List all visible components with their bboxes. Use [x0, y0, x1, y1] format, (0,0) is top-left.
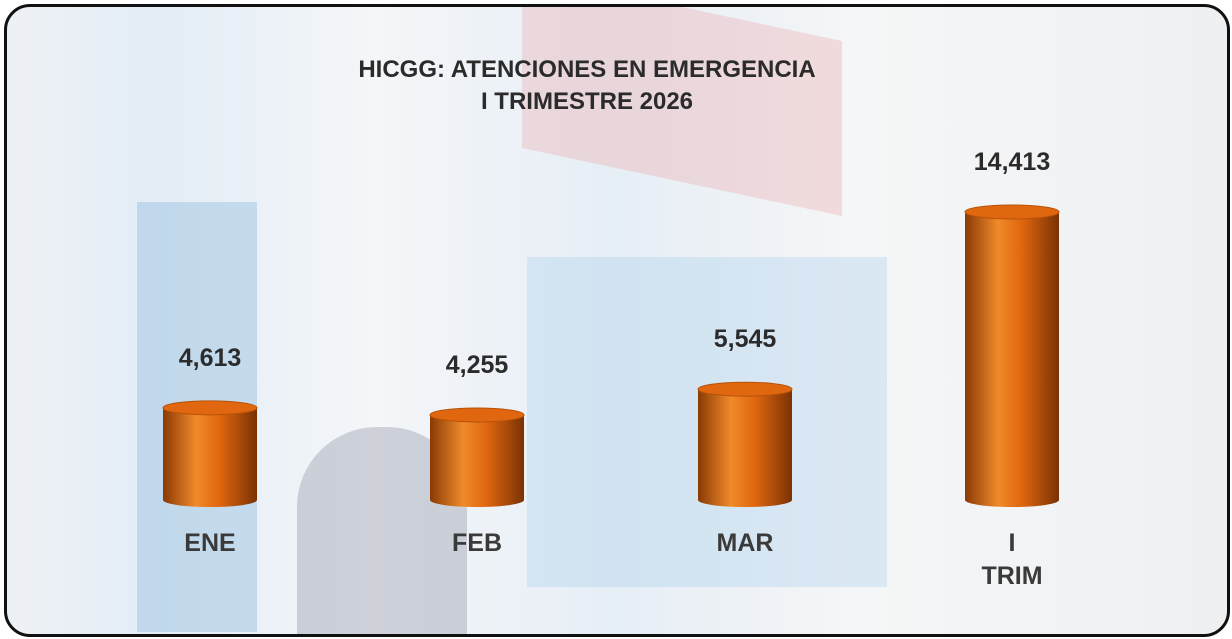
bar — [698, 389, 792, 507]
chart-title: HICGG: ATENCIONES EN EMERGENCIA — [358, 56, 815, 83]
bar-top — [430, 408, 524, 422]
bar-top — [163, 401, 257, 415]
x-tick-label: I TRIM — [967, 527, 1057, 593]
chart-frame: HICGG: ATENCIONES EN EMERGENCIA I TRIMES… — [4, 4, 1230, 637]
value-label: 4,613 — [179, 344, 242, 372]
chart-subtitle: I TRIMESTRE 2026 — [481, 88, 693, 115]
bar-top — [698, 382, 792, 396]
bar-top — [965, 205, 1059, 219]
x-tick-label: FEB — [432, 527, 522, 560]
value-label: 4,255 — [446, 351, 509, 379]
value-label: 14,413 — [974, 148, 1050, 176]
bar — [163, 408, 257, 507]
bar — [430, 415, 524, 507]
value-label: 5,545 — [714, 325, 777, 353]
x-tick-label: MAR — [700, 527, 790, 560]
bar — [965, 212, 1059, 507]
x-tick-label: ENE — [165, 527, 255, 560]
